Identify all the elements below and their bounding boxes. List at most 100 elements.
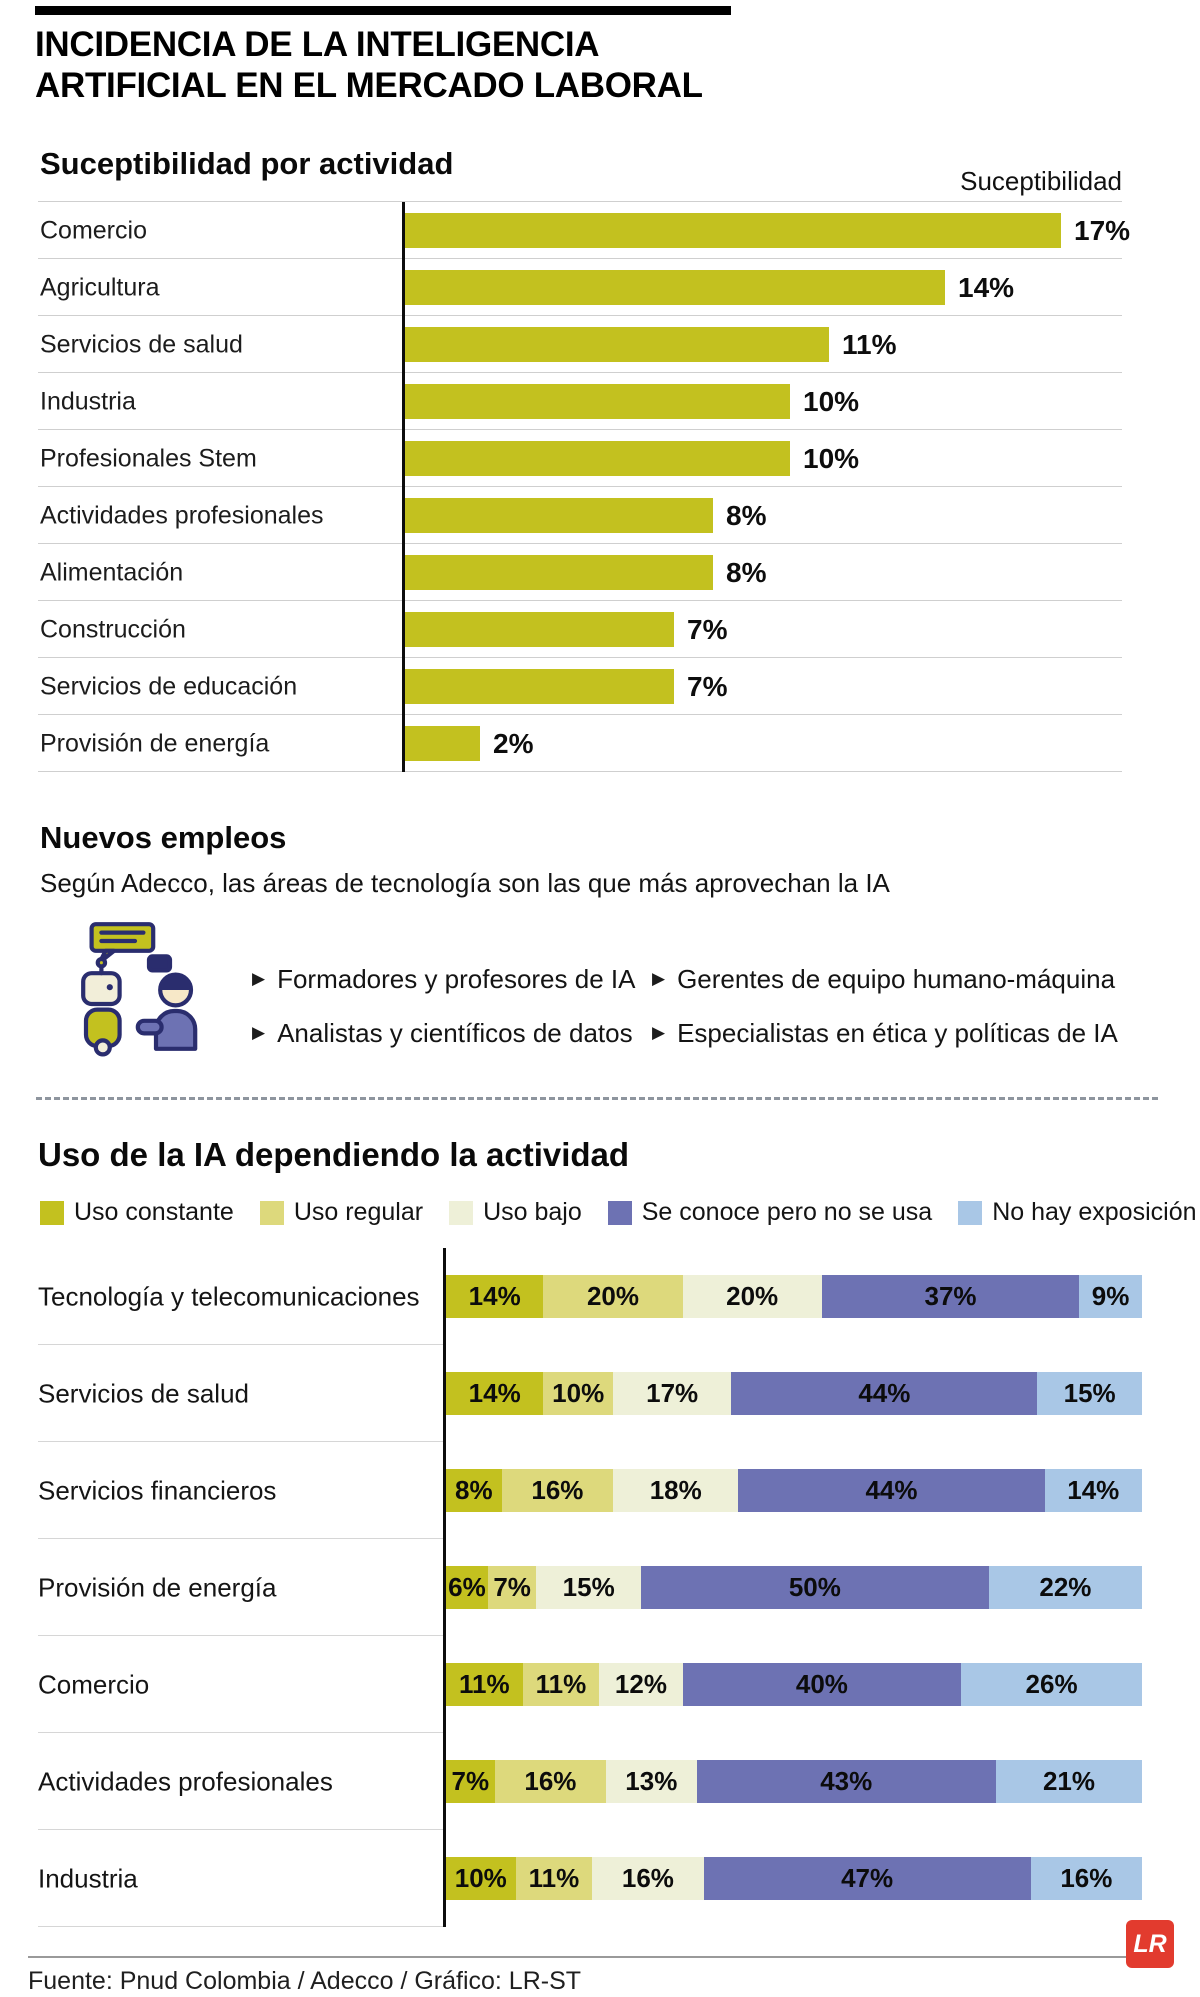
stacked-segment: 7%: [446, 1760, 495, 1803]
stacked-bar: 11% 11% 12% 40% 26%: [446, 1663, 1143, 1706]
row-divider: [38, 1732, 444, 1733]
stacked-segment: 22%: [988, 1566, 1142, 1609]
bar-category-label: Tecnología y telecomunicaciones: [38, 1281, 420, 1311]
bar-row: Agricultura 14%: [0, 259, 1200, 316]
bar-category-label: Servicios de salud: [38, 1378, 249, 1408]
top-rule: [35, 6, 731, 15]
legend-item: Uso bajo: [449, 1198, 582, 1227]
stacked-segment: 20%: [682, 1275, 822, 1318]
row-divider: [38, 372, 1122, 373]
bar-category-label: Comercio: [40, 216, 147, 244]
row-divider: [38, 429, 1122, 430]
stacked-segment: 16%: [494, 1760, 607, 1803]
usage-section-heading: Uso de la IA dependiendo la actividad: [38, 1136, 630, 1173]
new-jobs-heading: Nuevos empleos: [40, 820, 287, 855]
stacked-bar: 7% 16% 13% 43% 21%: [446, 1760, 1143, 1803]
stacked-segment: 14%: [1044, 1469, 1142, 1512]
stacked-bar-row: Tecnología y telecomunicaciones 14% 20% 20%…: [0, 1248, 1200, 1345]
bar: [403, 327, 829, 362]
source-credit: Fuente: Pnud Colombia / Adecco / Gráfico…: [28, 1967, 582, 1995]
stacked-segment: 11%: [515, 1857, 593, 1900]
bar-value-label: 8%: [726, 499, 767, 531]
susceptibility-chart-rows: Comercio 17% Agricultura 14% Servicios de sa…: [0, 202, 1200, 772]
chart-baseline-axis: [402, 202, 405, 772]
stacked-bar-row: Provisión de energía 6% 7% 15% 50% 22%: [0, 1539, 1200, 1636]
bar-category-label: Alimentación: [40, 558, 184, 586]
row-divider: [38, 657, 1122, 658]
stacked-bar-row: Servicios de salud 14% 10% 17% 44% 15%: [0, 1345, 1200, 1442]
stacked-segment: 20%: [543, 1275, 683, 1318]
stacked-segment: 50%: [640, 1566, 989, 1609]
stacked-bar: 10% 11% 16% 47% 16%: [446, 1857, 1143, 1900]
stacked-bar: 8% 16% 18% 44% 14%: [446, 1469, 1142, 1512]
row-divider: [38, 486, 1122, 487]
stacked-bar: 6% 7% 15% 50% 22%: [446, 1566, 1142, 1609]
bar-value-label: 10%: [803, 385, 860, 417]
stacked-bar: 14% 20% 20% 37% 9%: [446, 1275, 1142, 1318]
bar-category-label: Industria: [40, 387, 136, 415]
stacked-segment: 11%: [522, 1663, 600, 1706]
triangle-bullet-icon: ▶: [652, 1023, 666, 1042]
stacked-segment: 44%: [731, 1372, 1038, 1415]
bar: [403, 498, 713, 533]
new-job-label: Especialistas en ética y políticas de IA: [677, 1017, 1118, 1048]
bar-row: Servicios de salud 11%: [0, 316, 1200, 373]
bar-category-label: Actividades profesionales: [38, 1766, 333, 1796]
bar: [403, 384, 790, 419]
row-divider: [38, 714, 1122, 715]
row-divider: [38, 543, 1122, 544]
stacked-segment: 7%: [487, 1566, 537, 1609]
bar-category-label: Profesionales Stem: [40, 444, 257, 472]
bar-value-label: 7%: [687, 613, 728, 645]
bar-row: Industria 10%: [0, 373, 1200, 430]
bar-value-label: 17%: [1074, 214, 1131, 246]
stacked-segment: 14%: [446, 1372, 544, 1415]
row-divider: [38, 771, 1122, 772]
chart-baseline-axis: [443, 1248, 446, 1927]
stacked-segment: 16%: [501, 1469, 614, 1512]
stacked-segment: 40%: [682, 1663, 962, 1706]
stacked-segment: 17%: [612, 1372, 732, 1415]
bar-category-label: Comercio: [38, 1669, 150, 1699]
legend-swatch: [259, 1200, 284, 1225]
stacked-segment: 15%: [536, 1566, 641, 1609]
stacked-segment: 37%: [821, 1275, 1080, 1318]
row-divider: [38, 1635, 444, 1636]
stacked-segment: 21%: [995, 1760, 1143, 1803]
row-divider: [38, 1538, 444, 1539]
bar-category-label: Provisión de energía: [38, 1572, 277, 1602]
new-job-item: ▶ Especialistas en ética y políticas de I…: [652, 1006, 1118, 1060]
new-jobs-list-right: ▶ Gerentes de equipo humano-máquina ▶ Espec…: [652, 952, 1118, 1060]
usage-legend: Uso constante Uso regular Uso bajo Se conoc…: [40, 1198, 1197, 1227]
bar-category-label: Provisión de energía: [40, 729, 270, 757]
usage-chart-rows: Tecnología y telecomunicaciones 14% 20% 20%…: [0, 1248, 1200, 1927]
bar-category-label: Industria: [38, 1863, 138, 1893]
bar-value-label: 8%: [726, 556, 767, 588]
legend-label: Uso constante: [74, 1198, 234, 1226]
stacked-segment: 43%: [696, 1760, 996, 1803]
stacked-segment: 11%: [446, 1663, 523, 1706]
legend-swatch: [40, 1200, 64, 1225]
legend-swatch: [449, 1200, 474, 1225]
stacked-segment: 47%: [703, 1857, 1031, 1900]
bar: [403, 441, 790, 476]
bar-row: Actividades profesionales 8%: [0, 487, 1200, 544]
row-divider: [38, 1344, 444, 1345]
susceptibility-axis-label: Suceptibilidad: [960, 166, 1122, 196]
page-title-line1: INCIDENCIA DE LA INTELIGENCIA: [35, 25, 600, 64]
bar: [403, 669, 674, 704]
page-title: INCIDENCIA DE LA INTELIGENCIA ARTIFICIAL…: [35, 25, 703, 107]
bar: [403, 726, 480, 761]
stacked-segment: 26%: [961, 1663, 1143, 1706]
bar-category-label: Construcción: [40, 615, 186, 643]
bar-value-label: 2%: [493, 727, 534, 759]
stacked-segment: 12%: [599, 1663, 683, 1706]
new-jobs-subtitle: Según Adecco, las áreas de tecnología so…: [40, 868, 890, 898]
stacked-bar: 14% 10% 17% 44% 15%: [446, 1372, 1142, 1415]
row-divider: [38, 1926, 444, 1927]
stacked-bar-row: Servicios financieros 8% 16% 18% 44% 14%: [0, 1442, 1200, 1539]
stacked-bar-row: Comercio 11% 11% 12% 40% 26%: [0, 1636, 1200, 1733]
usage-chart: Tecnología y telecomunicaciones 14% 20% 20%…: [0, 1248, 1200, 1927]
stacked-segment: 16%: [592, 1857, 704, 1900]
